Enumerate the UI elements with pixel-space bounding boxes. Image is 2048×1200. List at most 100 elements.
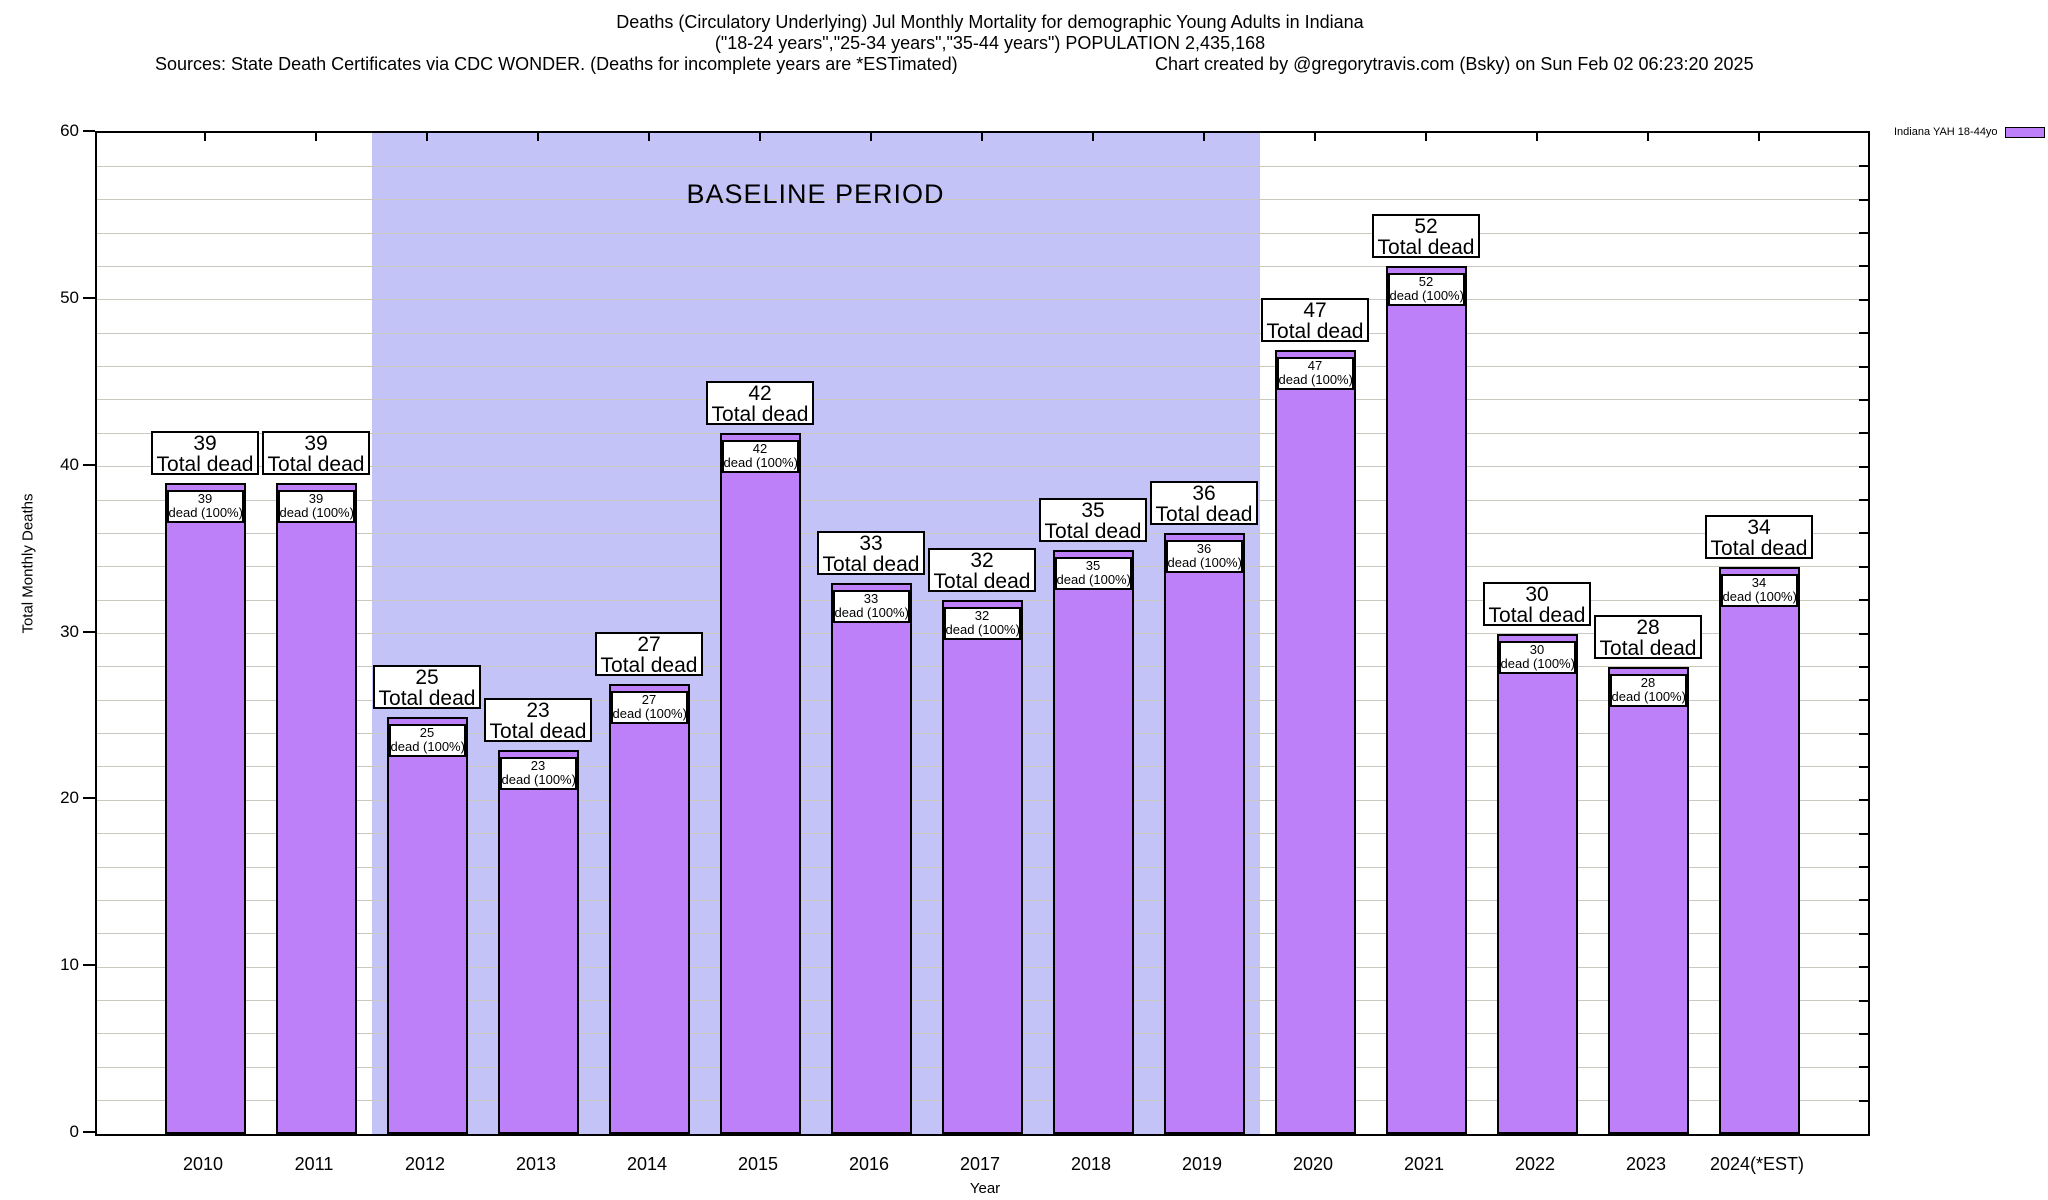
bar-inner-suffix: dead (100%)	[390, 738, 465, 754]
bar-inner-value: 32	[974, 608, 990, 624]
bar-inner-suffix: dead (100%)	[723, 455, 798, 471]
bar-inner-label: 27 dead (100%)	[610, 690, 688, 724]
right-tick	[1859, 699, 1868, 702]
right-tick	[1859, 565, 1868, 568]
bar-inner-label: 28 dead (100%)	[1609, 673, 1687, 707]
bar-inner-value: 39	[197, 491, 213, 507]
bar	[1052, 550, 1134, 1134]
bar-inner-value: 34	[1751, 574, 1767, 590]
bar-total-value: 32	[970, 549, 994, 573]
bar-total-value: 33	[859, 532, 883, 556]
right-tick	[1859, 799, 1868, 802]
right-tick	[1859, 632, 1868, 635]
chart-title-line-1: Deaths (Circulatory Underlying) Jul Mont…	[616, 12, 1364, 32]
top-tick	[426, 133, 428, 141]
bar-inner-suffix: dead (100%)	[1056, 572, 1131, 588]
bar	[608, 683, 690, 1134]
y-major-tick	[83, 130, 95, 132]
bar-total-value: 35	[1081, 499, 1105, 523]
bar-total-label: 39 Total dead	[262, 431, 370, 476]
right-tick	[1859, 999, 1868, 1002]
x-tick-label: 2023	[1625, 1154, 1667, 1174]
x-tick-label: 2014	[626, 1154, 668, 1174]
bar-inner-label: 34 dead (100%)	[1720, 573, 1798, 607]
bar-total-suffix: Total dead	[711, 403, 809, 427]
gridline	[97, 199, 1868, 201]
bar-total-label: 25 Total dead	[373, 664, 481, 710]
bar	[275, 483, 357, 1134]
right-tick	[1859, 532, 1868, 535]
x-tick-label: 2020	[1292, 1154, 1334, 1174]
x-tick-label: 2015	[737, 1154, 779, 1174]
bar-total-value: 39	[193, 432, 217, 456]
right-tick	[1859, 932, 1868, 935]
bar-inner-value: 52	[1418, 274, 1434, 290]
top-tick	[204, 133, 206, 141]
plot-area: BASELINE PERIOD 39 Total dead 39 dead (100%)…	[95, 131, 1870, 1136]
top-tick	[1203, 133, 1205, 141]
bar	[1496, 633, 1578, 1134]
bar	[941, 600, 1023, 1134]
bar-total-suffix: Total dead	[1377, 236, 1475, 260]
x-tick-label: 2019	[1181, 1154, 1223, 1174]
right-tick	[1859, 198, 1868, 201]
top-tick	[1314, 133, 1316, 141]
y-major-tick	[83, 1131, 95, 1133]
top-tick	[537, 133, 539, 141]
right-tick	[1859, 866, 1868, 869]
bar	[830, 583, 912, 1134]
gridline	[97, 265, 1868, 267]
bar-total-value: 30	[1525, 582, 1549, 606]
bar-inner-label: 33 dead (100%)	[832, 590, 910, 624]
right-tick	[1859, 599, 1868, 602]
gridline	[97, 232, 1868, 234]
bar-total-value: 39	[304, 432, 328, 456]
bar-total-value: 47	[1303, 298, 1327, 322]
top-tick	[648, 133, 650, 141]
right-tick	[1859, 665, 1868, 668]
top-tick	[1647, 133, 1649, 141]
bar-inner-label: 35 dead (100%)	[1054, 557, 1132, 591]
bar-inner-label: 39 dead (100%)	[166, 490, 244, 524]
bar-inner-suffix: dead (100%)	[279, 505, 354, 521]
bar-inner-label: 39 dead (100%)	[277, 490, 355, 524]
bar-inner-suffix: dead (100%)	[945, 622, 1020, 638]
bar-total-label: 33 Total dead	[817, 531, 925, 576]
bar-total-value: 52	[1414, 215, 1438, 239]
bar-inner-suffix: dead (100%)	[168, 505, 243, 521]
bar-total-label: 42 Total dead	[706, 381, 814, 427]
top-tick	[1758, 133, 1760, 141]
bar-total-label: 35 Total dead	[1039, 498, 1147, 543]
right-tick	[1859, 332, 1868, 335]
x-tick-label: 2018	[1070, 1154, 1112, 1174]
bar-total-suffix: Total dead	[378, 686, 476, 710]
bar-total-value: 23	[526, 699, 550, 723]
sources-note: Sources: State Death Certificates via CD…	[155, 54, 958, 74]
bar-total-suffix: Total dead	[1155, 503, 1253, 527]
y-major-tick	[83, 964, 95, 967]
right-tick	[1859, 765, 1868, 768]
right-tick	[1859, 499, 1868, 502]
bar-total-label: 23 Total dead	[484, 698, 592, 743]
bar-total-value: 27	[637, 632, 661, 656]
right-tick	[1859, 465, 1868, 468]
bar-inner-value: 27	[641, 691, 657, 707]
bar	[497, 750, 579, 1134]
x-tick-label: 2024(*EST)	[1709, 1154, 1805, 1174]
right-tick	[1859, 365, 1868, 368]
credit-note: Chart created by @gregorytravis.com (Bsk…	[1155, 54, 1754, 74]
x-tick-label: 2011	[294, 1154, 334, 1174]
bar-total-value: 34	[1747, 515, 1771, 539]
bar-inner-value: 28	[1640, 674, 1656, 690]
top-tick	[981, 133, 983, 141]
gridline	[97, 532, 1868, 534]
gridline	[97, 299, 1868, 301]
bar-total-suffix: Total dead	[156, 453, 254, 477]
x-tick-label: 2021	[1403, 1154, 1445, 1174]
bar-total-suffix: Total dead	[1266, 319, 1364, 343]
gridline	[97, 366, 1868, 368]
chart-title-line-2: ("18-24 years","25-34 years","35-44 year…	[714, 33, 1266, 53]
y-major-tick	[83, 463, 95, 466]
bar-total-label: 27 Total dead	[595, 631, 703, 676]
